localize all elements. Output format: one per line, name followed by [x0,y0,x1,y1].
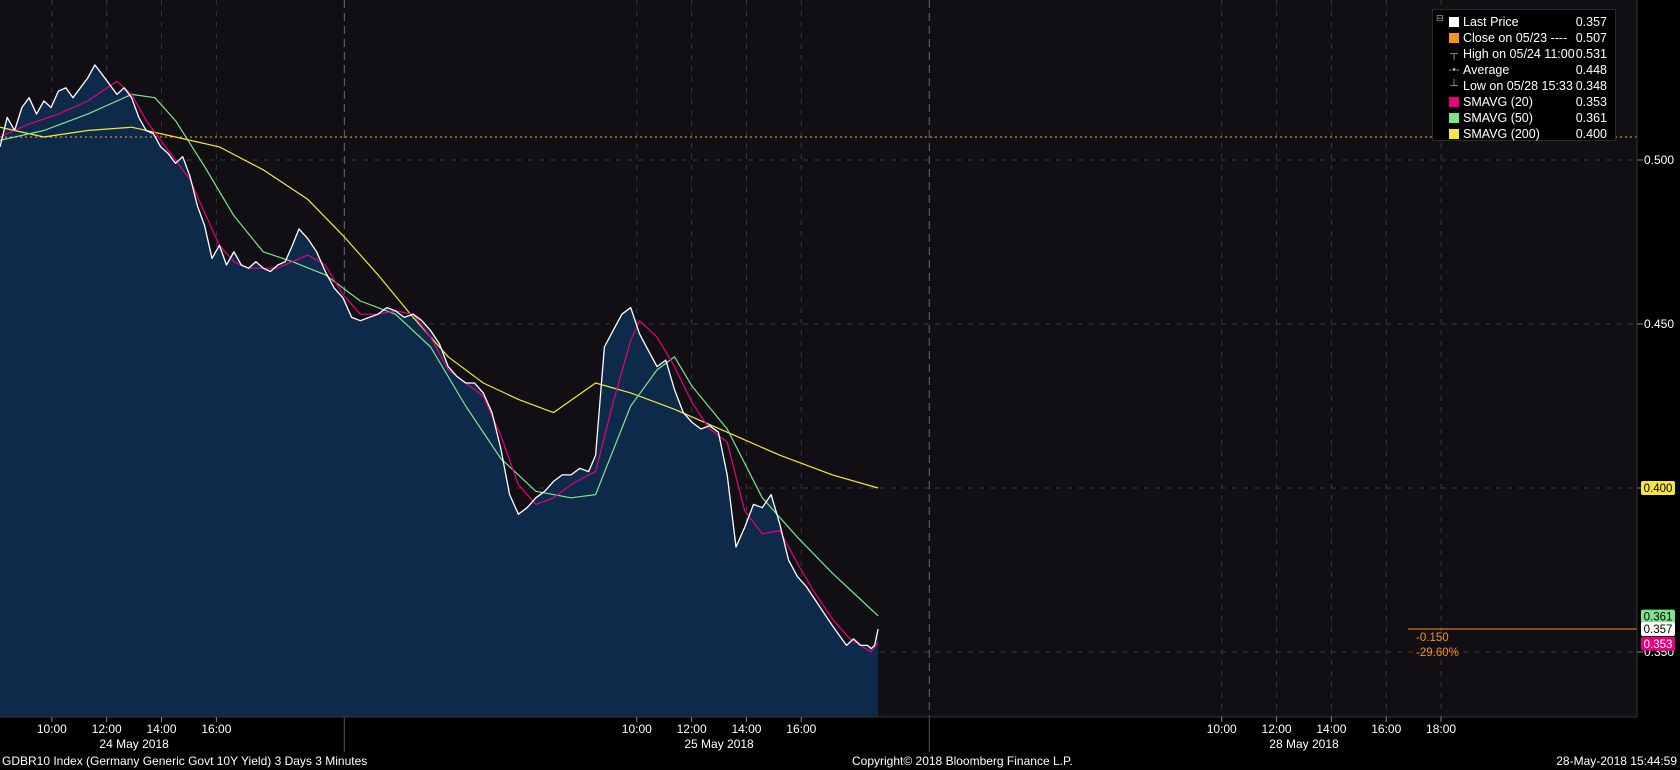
x-tick-label: 14:00 [147,722,177,736]
value-label-text: 0.361 [1644,612,1673,624]
low-icon: ┴ [1450,80,1458,92]
x-tick-label: 14:00 [1316,722,1346,736]
legend-collapse-icon[interactable]: ⊟ [1436,13,1444,23]
x-tick-label: 18:00 [1426,722,1456,736]
x-tick-label: 16:00 [1371,722,1401,736]
x-tick-label: 10:00 [1207,722,1237,736]
x-tick-label: 12:00 [677,722,707,736]
average-icon: -•- [1448,64,1460,76]
legend-label: SMAVG (50) [1463,111,1533,125]
x-tick-label: 16:00 [786,722,816,736]
day-label: 25 May 2018 [684,737,754,751]
legend-label: High on 05/24 11:00 [1463,47,1575,61]
legend-row[interactable]: -•- Average 0.448 [1433,62,1613,78]
legend-label: Low on 05/28 15:33 [1463,79,1573,93]
x-tick-label: 16:00 [201,722,231,736]
legend: ⊟ Last Price 0.357 Close on 05/23 ---- 0.50… [1432,9,1616,141]
x-tick-label: 14:00 [731,722,761,736]
legend-swatch [1449,129,1459,139]
legend-value: 0.361 [1575,111,1607,125]
legend-row[interactable]: Close on 05/23 ---- 0.507 [1433,30,1613,46]
legend-value: 0.348 [1575,79,1607,93]
day-label: 24 May 2018 [99,737,169,751]
legend-row[interactable]: SMAVG (50) 0.361 [1433,110,1613,126]
legend-swatch [1449,97,1459,107]
y-tick-label: 0.500 [1644,153,1674,167]
legend-swatch [1449,33,1459,43]
change-labels: -0.150 -29.60% [1416,632,1459,659]
legend-row[interactable]: SMAVG (20) 0.353 [1433,94,1613,110]
legend-value: 0.357 [1575,15,1607,29]
footer-timestamp: 28-May-2018 15:44:59 [1556,754,1677,768]
legend-label: Average [1463,63,1510,77]
value-label-text: 0.400 [1644,483,1673,495]
legend-row[interactable]: ┬ High on 05/24 11:00 0.531 [1433,46,1613,62]
change-label: -0.150 [1416,632,1449,644]
legend-value: 0.507 [1575,31,1607,45]
legend-value: 0.400 [1575,127,1607,141]
x-axis: 10:00 12:00 14:00 16:00 10:00 12:00 14:00 16:00… [37,717,1456,751]
value-label-badge [1641,636,1675,651]
legend-row[interactable]: ┴ Low on 05/28 15:33 0.348 [1433,78,1613,94]
day-label: 28 May 2018 [1269,737,1339,751]
x-tick-label: 10:00 [622,722,652,736]
smavg-50-line [0,93,879,617]
legend-value: 0.448 [1575,63,1607,77]
legend-label: SMAVG (20) [1463,95,1533,109]
x-tick-label: 12:00 [1262,722,1292,736]
legend-label: Last Price [1463,15,1519,29]
x-tick-label: 10:00 [37,722,67,736]
value-label-badge [1641,609,1675,624]
high-icon: ┬ [1450,48,1458,60]
y-tick-label: 0.450 [1644,317,1674,331]
legend-label: Close on 05/23 ---- [1463,31,1568,45]
value-label-badge [1641,622,1675,637]
legend-swatch [1449,17,1459,27]
legend-row[interactable]: Last Price 0.357 [1433,14,1613,30]
price-area-fill [0,64,879,717]
legend-value: 0.353 [1575,95,1607,109]
value-label-badge [1641,481,1675,495]
legend-value: 0.531 [1575,47,1607,61]
footer-copyright: Copyright© 2018 Bloomberg Finance L.P. [852,754,1073,768]
legend-swatch [1449,113,1459,123]
x-tick-label: 12:00 [92,722,122,736]
value-label-text: 0.357 [1644,624,1673,636]
last-price-line [0,64,879,650]
legend-row[interactable]: SMAVG (200) 0.400 [1433,126,1613,142]
series-lines [0,64,879,653]
legend-label: SMAVG (200) [1463,127,1540,141]
footer-security-description: GDBR10 Index (Germany Generic Govt 10Y Y… [2,754,368,768]
change-label: -29.60% [1416,647,1459,659]
value-label-text: 0.353 [1644,639,1673,651]
